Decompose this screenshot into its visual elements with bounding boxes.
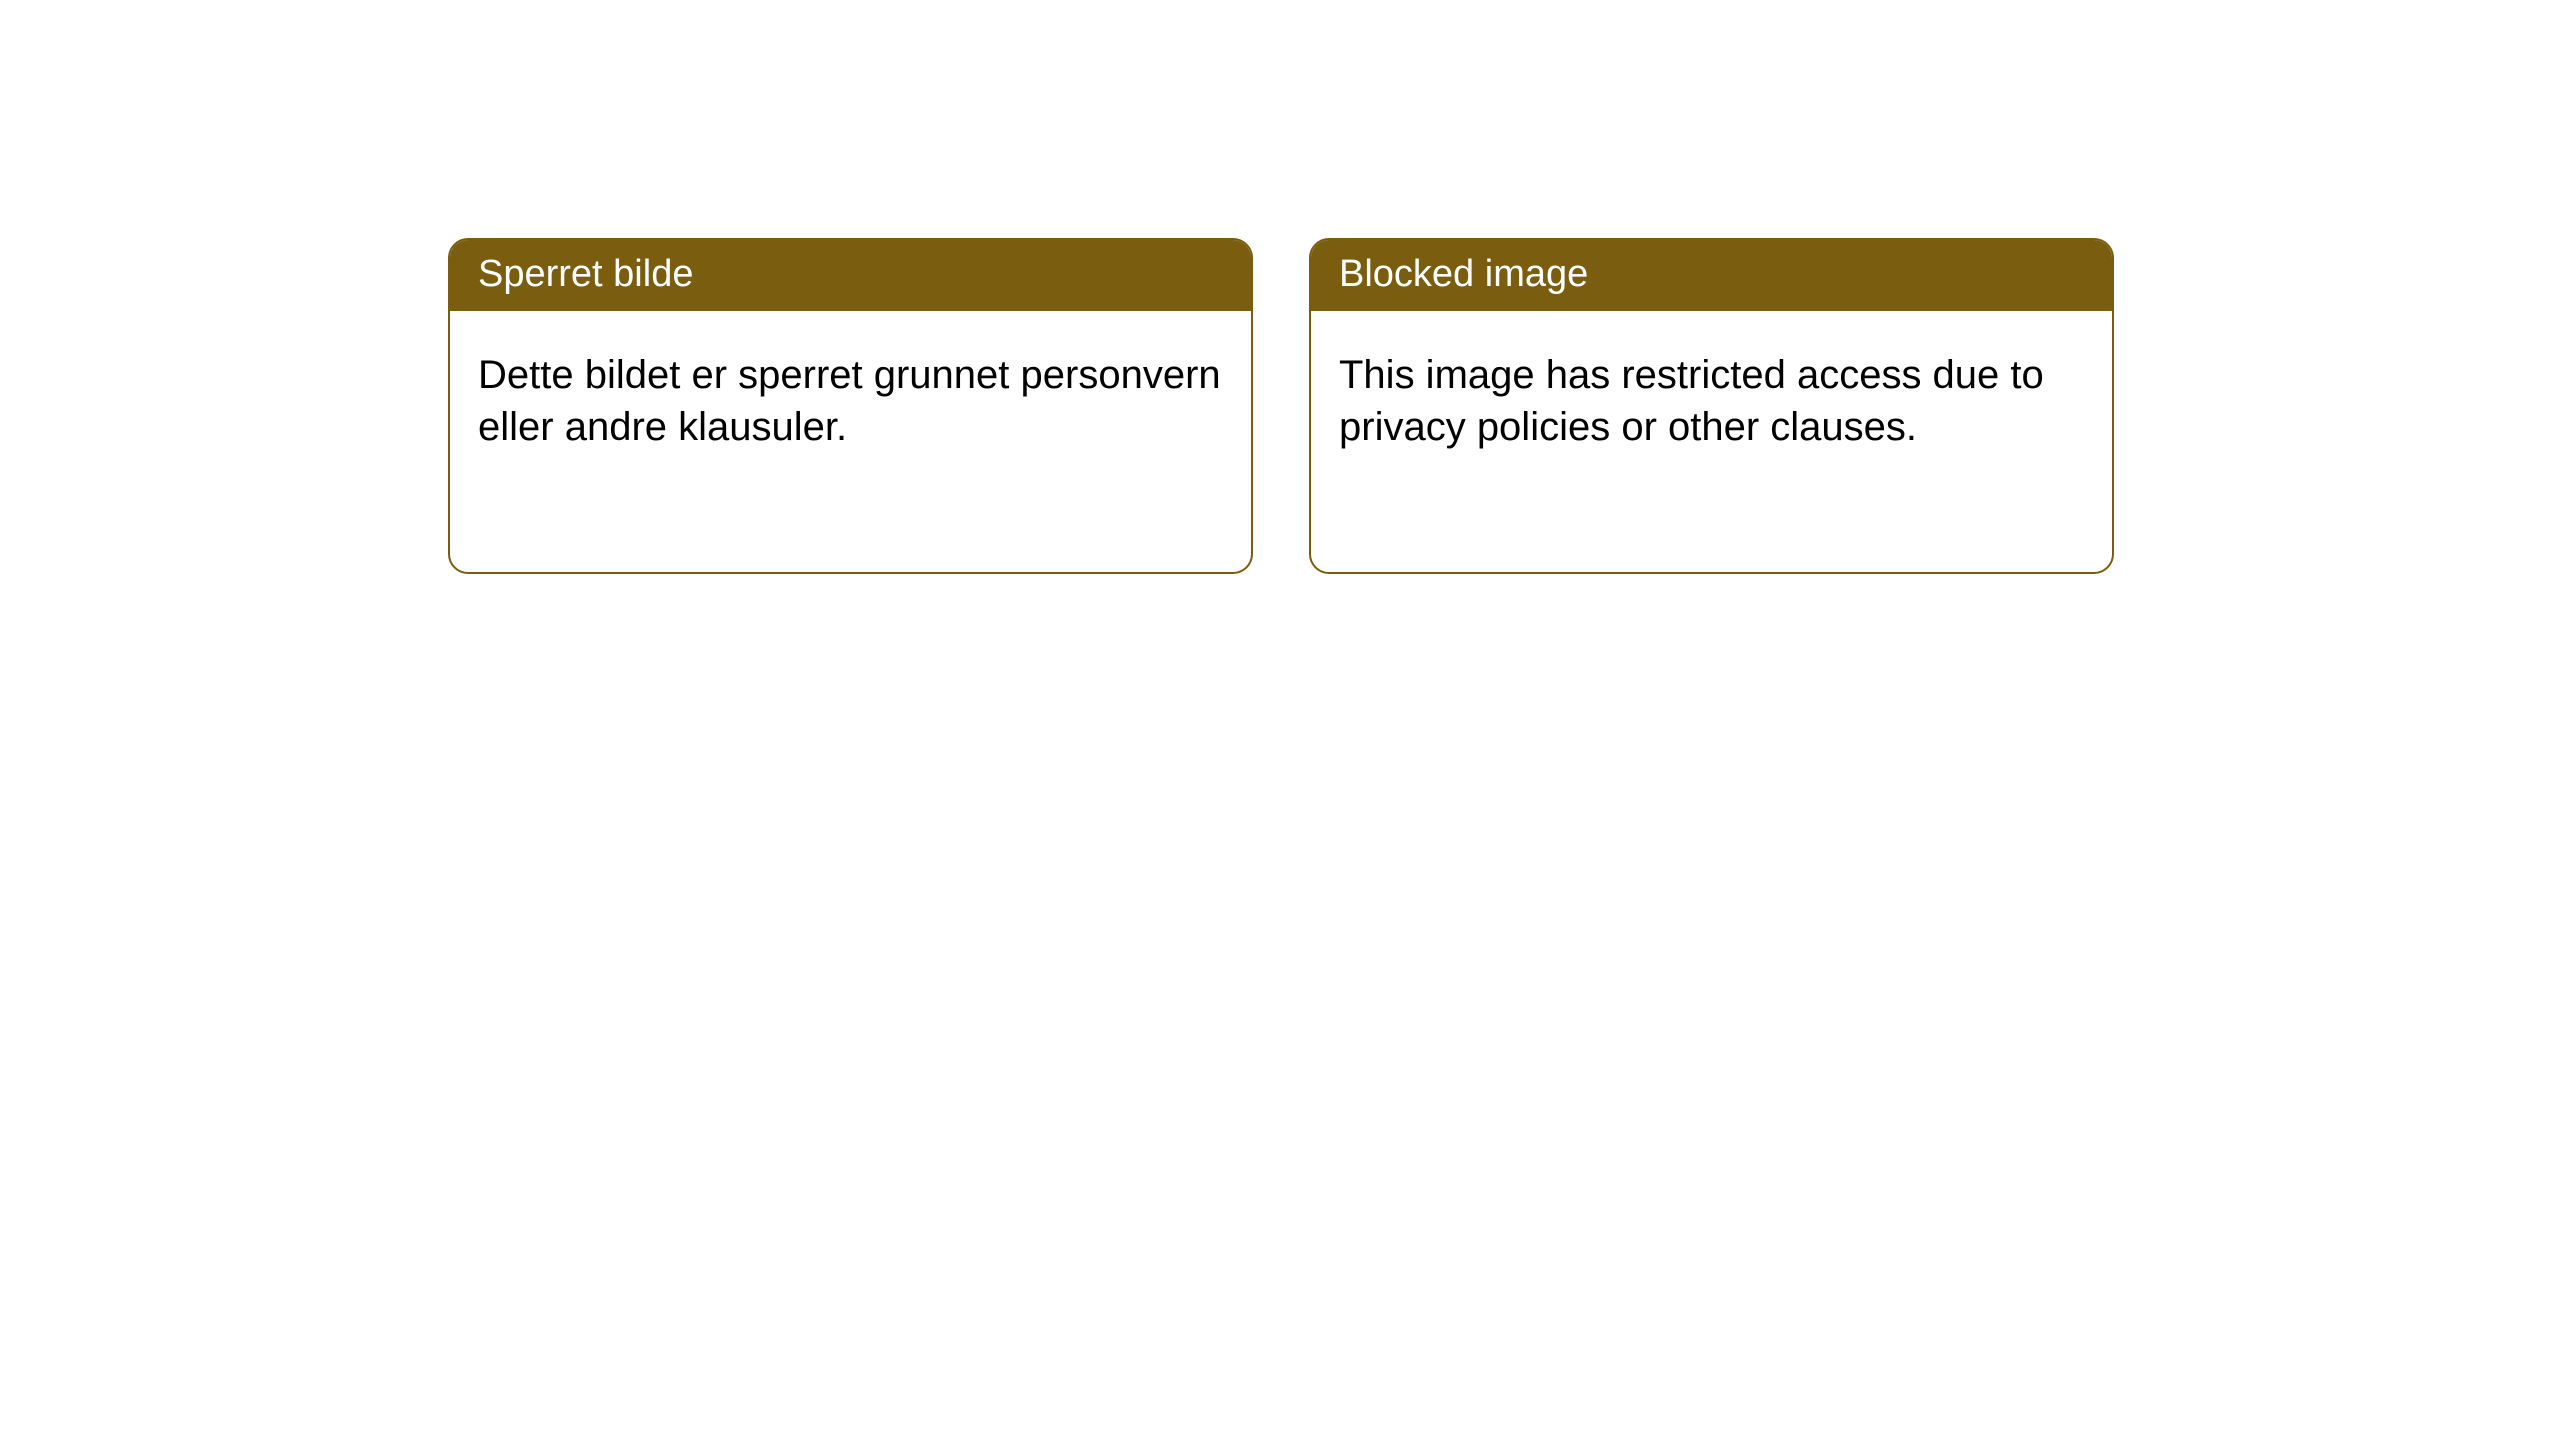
notice-card-title: Sperret bilde	[450, 240, 1251, 311]
notice-card-english: Blocked image This image has restricted …	[1309, 238, 2114, 574]
notice-card-norwegian: Sperret bilde Dette bildet er sperret gr…	[448, 238, 1253, 574]
notice-cards-row: Sperret bilde Dette bildet er sperret gr…	[448, 238, 2114, 574]
notice-card-body: Dette bildet er sperret grunnet personve…	[450, 311, 1251, 491]
notice-card-body: This image has restricted access due to …	[1311, 311, 2112, 491]
notice-card-title: Blocked image	[1311, 240, 2112, 311]
